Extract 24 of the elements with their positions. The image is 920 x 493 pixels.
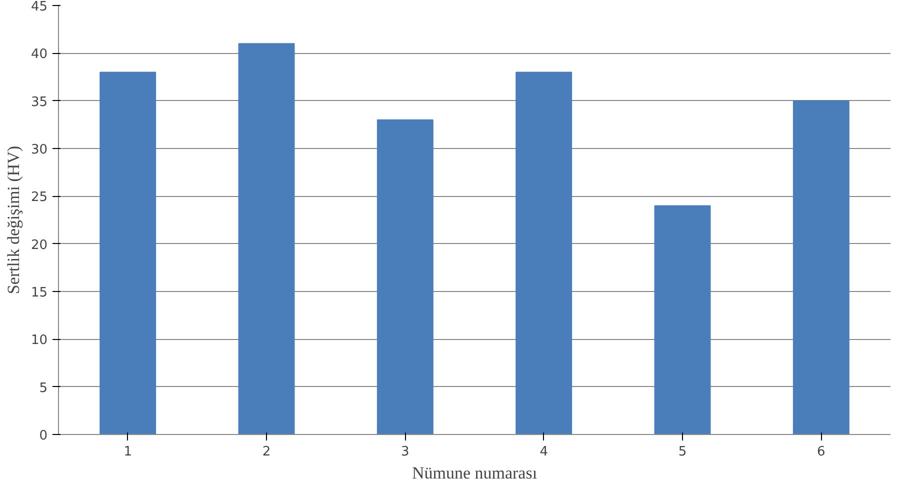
y-tick-label: 25 [30, 190, 48, 206]
y-tick-label: 35 [30, 94, 48, 110]
bar [376, 119, 434, 434]
bar [238, 43, 295, 434]
y-tick-label: 30 [30, 142, 48, 158]
x-tick-label: 4 [540, 444, 548, 460]
y-tick-label: 45 [30, 0, 48, 14]
x-tick-label: 1 [124, 444, 132, 460]
bar [516, 72, 572, 434]
x-tick-label: 5 [678, 444, 687, 460]
y-tick-label: 10 [30, 333, 48, 348]
x-tick-label: 3 [401, 444, 410, 460]
y-axis-title: Sertlik değişimi (HV) [4, 146, 23, 294]
y-tick-label: 20 [30, 238, 48, 253]
y-tick-label: 15 [30, 286, 48, 300]
bar [100, 72, 156, 434]
x-tick-label: 6 [817, 444, 826, 460]
bar [792, 100, 850, 434]
bar [654, 205, 711, 434]
y-tick-label: 40 [30, 47, 48, 62]
x-axis-title: Nümune numarası [412, 464, 538, 482]
y-tick-label: 0 [39, 428, 48, 444]
y-tick-label: 5 [39, 380, 48, 396]
x-tick-label: 2 [262, 444, 271, 460]
